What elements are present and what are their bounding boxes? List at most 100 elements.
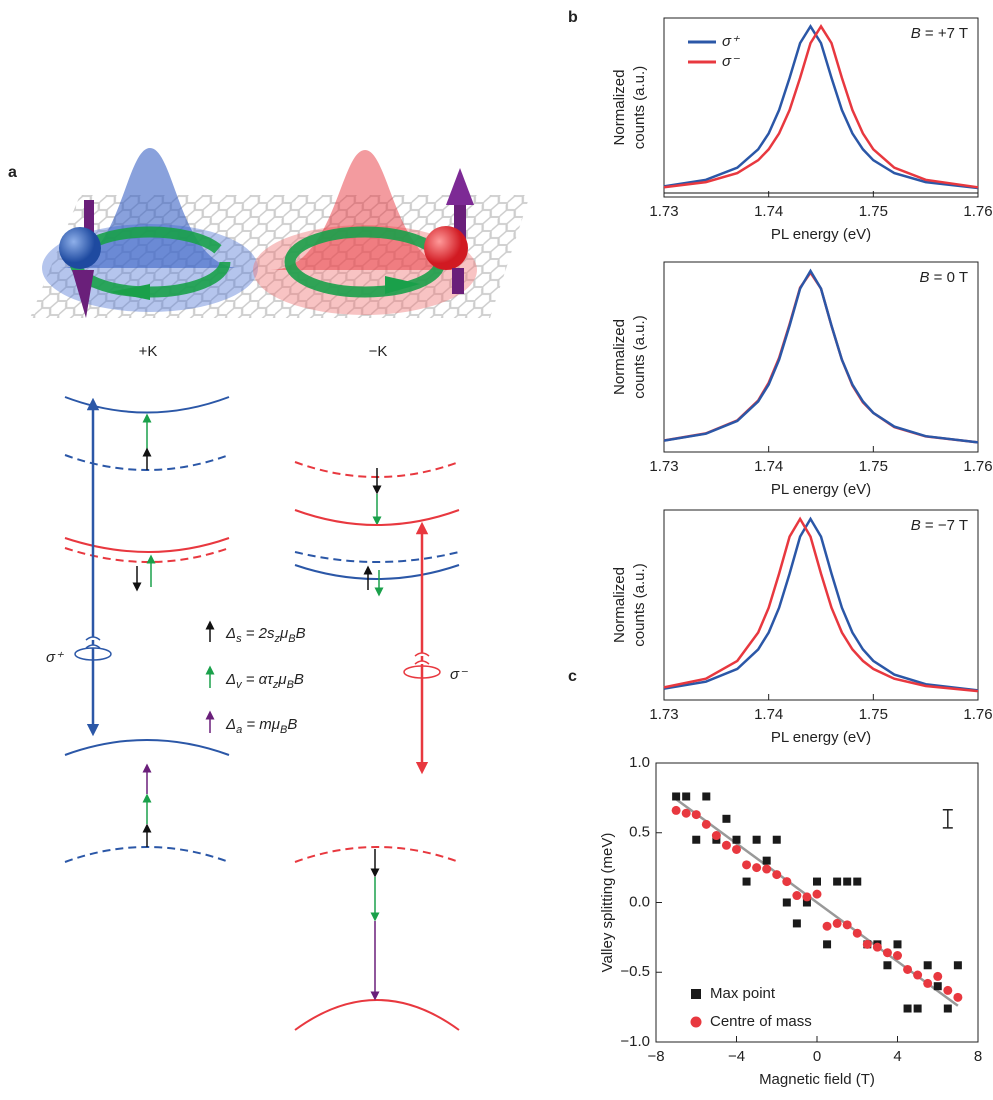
point — [903, 1004, 912, 1013]
level-diagram: +K −K σ⁺ σ⁻ — [46, 343, 468, 1031]
polarization-label: σ⁺ — [46, 649, 64, 666]
point — [672, 792, 681, 801]
point — [913, 970, 923, 980]
point — [823, 940, 832, 949]
point — [671, 805, 681, 815]
point — [842, 920, 852, 930]
legend-formula: Δs = 2szμBB — [225, 625, 306, 645]
point — [913, 1004, 922, 1013]
point — [852, 928, 862, 938]
x-tick-label: 1.75 — [859, 706, 888, 723]
point — [802, 892, 812, 902]
point — [762, 856, 771, 865]
point — [833, 877, 842, 886]
legend-label: Max point — [710, 985, 776, 1002]
annotation-part: B — [911, 517, 921, 534]
y-axis-label: counts (a.u.) — [631, 66, 648, 149]
point — [853, 877, 862, 886]
x-tick-label: 1.76 — [963, 706, 992, 723]
y-tick-label: 1.0 — [629, 754, 650, 771]
point — [903, 964, 913, 974]
x-tick-label: 1.73 — [649, 203, 678, 220]
x-axis-label: PL energy (eV) — [771, 729, 871, 746]
point — [812, 889, 822, 899]
annotation-part: = +7 T — [921, 25, 968, 42]
polarization-label: σ⁻ — [450, 666, 468, 683]
x-tick-label: 4 — [893, 1048, 901, 1065]
point — [792, 919, 801, 928]
annotation: B = +7 T — [911, 25, 968, 42]
plot-frame — [663, 17, 979, 198]
panel-label: a — [8, 164, 17, 181]
point — [893, 940, 902, 949]
point — [822, 921, 832, 931]
legend-label: Centre of mass — [710, 1013, 812, 1030]
y-axis-label: Valley splitting (meV) — [599, 833, 616, 973]
point — [742, 877, 751, 886]
subscript: B — [280, 724, 287, 736]
x-tick-label: 1.75 — [859, 203, 888, 220]
x-tick-label: 8 — [974, 1048, 982, 1065]
legend-label: σ⁺ — [722, 33, 740, 50]
formula-part: = 2s — [242, 625, 275, 642]
y-axis-label: Normalized — [611, 567, 628, 643]
point — [872, 942, 882, 952]
point — [883, 961, 892, 970]
y-tick-label: −1.0 — [620, 1033, 650, 1050]
error-bar — [942, 808, 953, 829]
point — [862, 939, 872, 949]
formula-part: B — [294, 671, 304, 688]
formula-part: μ — [279, 625, 288, 642]
spectrum-line — [663, 270, 979, 444]
plot-frame — [663, 261, 979, 453]
spectrum-line — [663, 268, 979, 444]
x-tick-label: 1.76 — [963, 203, 992, 220]
point — [732, 835, 741, 844]
annotation-part: = 0 T — [930, 269, 969, 286]
point — [772, 835, 781, 844]
point — [782, 877, 792, 887]
point — [752, 835, 761, 844]
y-tick-label: −0.5 — [620, 963, 650, 980]
y-axis-label: counts (a.u.) — [631, 315, 648, 398]
subscript: z — [272, 679, 279, 691]
point — [923, 961, 932, 970]
point — [843, 877, 852, 886]
spectrum-line — [663, 24, 979, 190]
y-tick-label: 0.5 — [629, 824, 650, 841]
x-tick-label: 1.74 — [754, 458, 783, 475]
annotation-part: B — [919, 269, 929, 286]
legend-marker — [690, 1016, 702, 1028]
point — [752, 863, 762, 873]
point — [722, 814, 731, 823]
x-tick-label: −8 — [647, 1048, 664, 1065]
valley-label: −K — [369, 343, 388, 360]
subscript: z — [274, 633, 281, 645]
illustration — [30, 148, 530, 318]
formula-part: Δ — [225, 671, 236, 688]
formula-part: B — [296, 625, 306, 642]
formula-part: B — [287, 716, 297, 733]
subscript: B — [288, 633, 295, 645]
point — [953, 961, 962, 970]
point — [702, 792, 711, 801]
point — [711, 831, 721, 841]
subscript: s — [236, 633, 242, 645]
y-axis-label: Normalized — [611, 319, 628, 395]
x-tick-label: 1.76 — [963, 458, 992, 475]
point — [943, 985, 953, 995]
y-axis-label: Normalized — [611, 70, 628, 146]
point — [882, 948, 892, 958]
point — [742, 860, 752, 870]
formula-part: Δ — [225, 625, 236, 642]
x-tick-label: −4 — [728, 1048, 745, 1065]
point — [682, 792, 691, 801]
point — [692, 835, 701, 844]
point — [933, 982, 942, 991]
subscript: a — [236, 724, 242, 736]
point — [732, 844, 741, 854]
point — [933, 971, 943, 981]
legend-marker — [691, 989, 701, 999]
